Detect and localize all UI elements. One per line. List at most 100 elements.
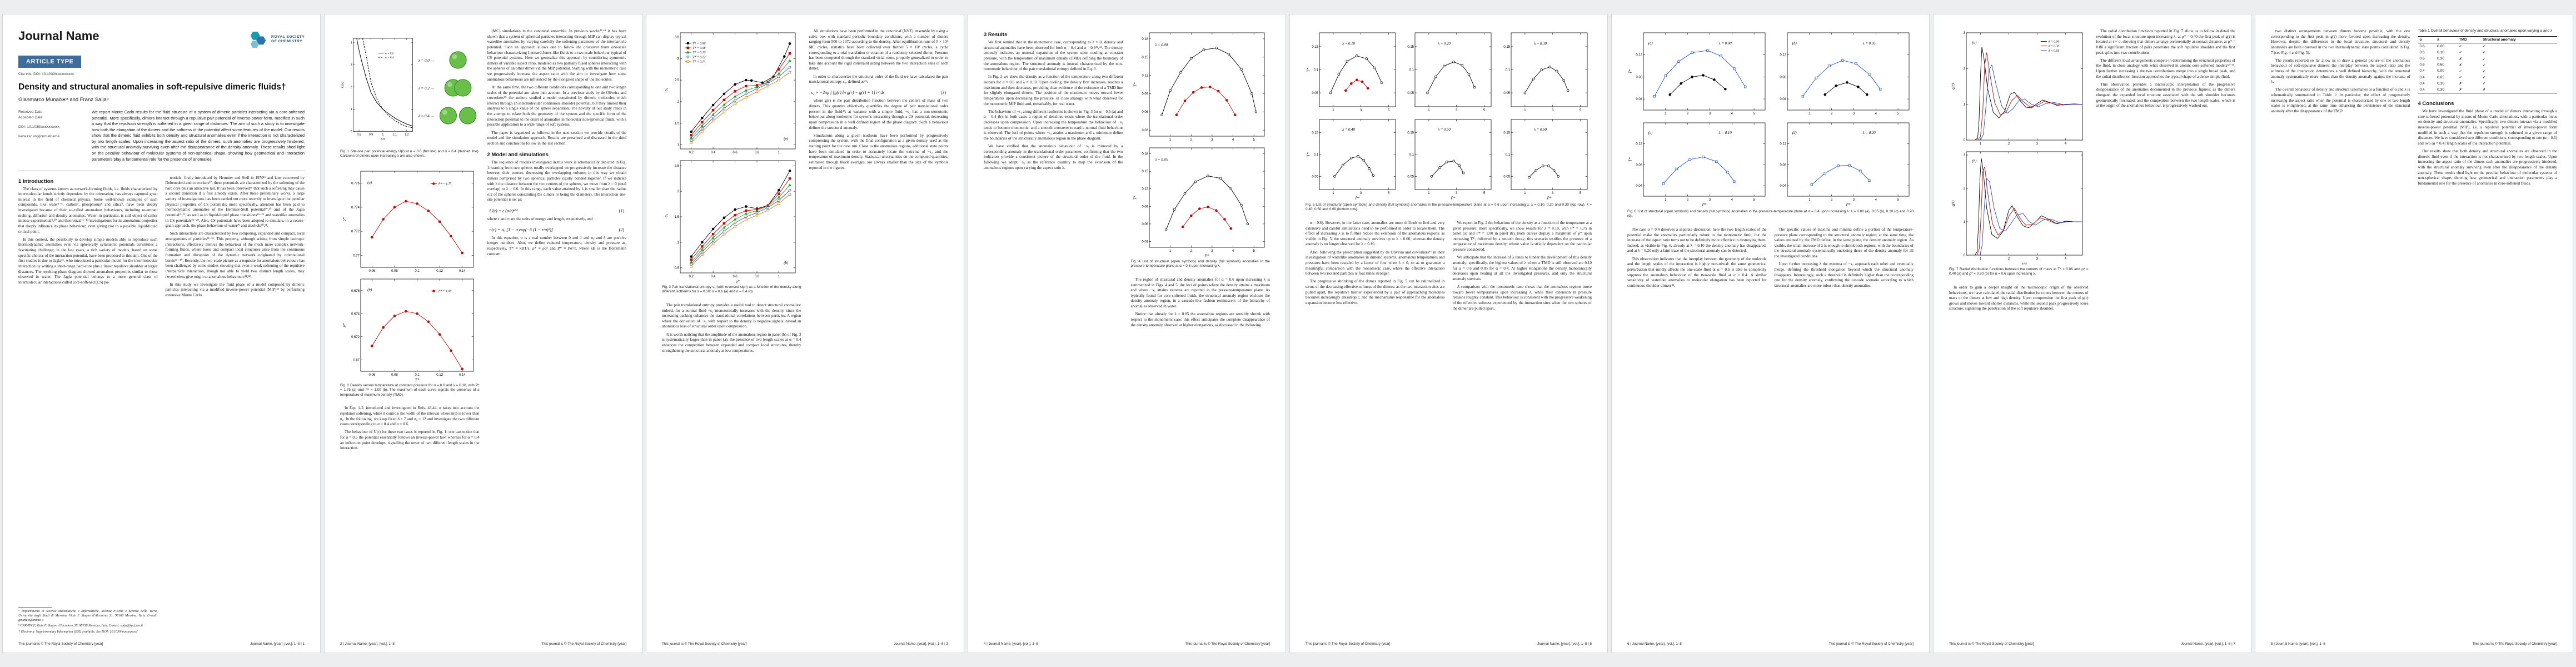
svg-text:2: 2 <box>1687 112 1689 116</box>
svg-text:ρ*: ρ* <box>342 217 347 221</box>
svg-text:0.77: 0.77 <box>353 254 360 257</box>
fig1-dimer-cartoons: λ = 0.0 → λ = 0.2 → λ = 0.4 → <box>418 47 480 130</box>
paragraph: It is worth noticing that the amplitude … <box>662 332 801 353</box>
svg-text:0.8: 0.8 <box>357 133 361 136</box>
svg-text:0.5: 0.5 <box>675 267 680 270</box>
svg-text:0.15: 0.15 <box>1312 46 1318 49</box>
accepted-date: Accepted Date <box>18 116 43 120</box>
table-cell: 0.4 <box>2418 86 2436 94</box>
svg-text:1: 1 <box>1524 109 1526 112</box>
dimer-cartoon-icon <box>439 107 476 125</box>
article-type-banner: ARTICLE TYPE <box>18 56 82 68</box>
svg-text:3: 3 <box>1964 32 1966 35</box>
svg-text:0.05: 0.05 <box>1312 175 1318 178</box>
paragraph: The overall behaviour of density and str… <box>2271 87 2410 113</box>
paragraph: In Fig. 2 we show the density as a funct… <box>984 74 1123 106</box>
svg-text:−s₂: −s₂ <box>664 88 669 93</box>
intro-text-col2: tentials: firstly introduced by Hemmer a… <box>166 176 305 301</box>
figure-6: 1 2 3 4 5 0.04 0.08 0.12 T* (a) λ = 0.00 1 2 3 4 5 0.04… <box>1627 29 1914 224</box>
page-5: 1 3 5 0.05 0.1 0.15 T* λ = 0.10 1 3 5 0.05 0.1 0.15 λ… <box>1289 14 1608 653</box>
fig4-caption: Fig. 4 List of structural (open symbols)… <box>1130 260 1270 268</box>
svg-text:0.08: 0.08 <box>1636 163 1643 167</box>
figure-7: 1 2 3 4 0 1 2 3 g(r) (a) λ = 0.00 λ = 0.30 λ = 0.60 … <box>1949 29 2089 282</box>
fig6-caption: Fig. 6 List of structural (open symbols)… <box>1627 210 1914 218</box>
svg-text:1: 1 <box>1808 198 1811 202</box>
svg-text:0.1: 0.1 <box>415 374 420 377</box>
dimer-cartoon: λ = 0.2 → <box>418 75 480 102</box>
page6-left-text: The case α = 0.4 deserves a separate dis… <box>1627 227 1767 291</box>
paragraph: The progressive shrinking of the domes r… <box>1306 279 1445 305</box>
svg-text:0.9: 0.9 <box>369 133 373 136</box>
paragraph: In this equation, α is a real number bet… <box>487 235 627 256</box>
fig2-caption: Fig. 2 Density versus temperature at con… <box>340 383 480 397</box>
fig5-panel-4: 1 3 5 0.05 0.1 0.15 P* T* λ = 0.40 <box>1307 119 1396 200</box>
table-cell: ✓ <box>2459 44 2462 49</box>
svg-text:3: 3 <box>1360 109 1362 112</box>
paragraph: Such interactions are characterized by t… <box>165 231 305 279</box>
fig2-panel-b: 0.06 0.08 0.1 0.12 0.14 0.67 0.672 0.674 0.676 T*… <box>342 278 474 382</box>
svg-text:0.1: 0.1 <box>1505 153 1510 157</box>
svg-text:2: 2 <box>1687 198 1689 202</box>
table-cell: ✓ <box>2482 69 2486 73</box>
equation-1-number: (1) <box>619 208 624 213</box>
table-cell: ✗ <box>2480 86 2557 94</box>
svg-text:1: 1 <box>1428 192 1431 195</box>
svg-text:3: 3 <box>1552 192 1554 195</box>
svg-text:T*: T* <box>1628 69 1633 73</box>
manuscript-meta: Received Date Accepted Date DOI: 10.1039… <box>18 109 84 165</box>
doi-line: DOI: 10.1039/xxxxxxxxxx <box>18 125 60 130</box>
svg-text:P*: P* <box>1451 196 1456 201</box>
paragraph: Simulations along a given isotherm have … <box>809 133 949 170</box>
table-row: 0.6 0.30 ✗ ✓ <box>2418 56 2558 62</box>
svg-text:2: 2 <box>1831 198 1833 202</box>
svg-text:5: 5 <box>1897 198 1899 202</box>
svg-text:1: 1 <box>1980 142 1982 146</box>
svg-text:2: 2 <box>2008 142 2010 146</box>
svg-text:g(r): g(r) <box>1951 200 1956 207</box>
paragraph: In this study we investigate the fluid p… <box>165 282 305 297</box>
svg-text:2.5: 2.5 <box>675 79 680 82</box>
svg-text:5: 5 <box>1580 109 1582 112</box>
received-date: Received Date <box>18 110 43 115</box>
paragraph: Our results show that both density and s… <box>2418 149 2558 186</box>
svg-text:0.08: 0.08 <box>391 270 398 273</box>
paragraph: The region of structural and density ano… <box>1130 277 1270 309</box>
svg-text:1: 1 <box>1964 103 1966 107</box>
results-text: We first remind that in the monomeric ca… <box>984 40 1123 173</box>
page2-right-text: (MC) simulations in the canonical ensemb… <box>487 29 627 149</box>
svg-text:5: 5 <box>1253 250 1255 253</box>
page8-left-text: two distinct arrangements between dimers… <box>2271 29 2410 117</box>
svg-text:α = 0.6: α = 0.6 <box>385 52 394 56</box>
equation-2: n(r) = n₀ [1 − α exp(−δ (1 − r/σ)²)] (2) <box>489 227 626 232</box>
svg-text:0.1: 0.1 <box>1314 153 1319 157</box>
svg-text:λ = 0.60: λ = 0.60 <box>1533 128 1547 132</box>
paragraph: This observation indicates that the inte… <box>1627 256 1767 288</box>
svg-text:−s₂: −s₂ <box>664 213 669 219</box>
table-header-cell: Structural anomaly <box>2480 36 2557 43</box>
svg-text:(b): (b) <box>367 288 372 292</box>
footer-left: This journal is © The Royal Society of C… <box>18 642 103 646</box>
fig7-panel-a: 1 2 3 4 0 1 2 3 g(r) (a) λ = 0.00 λ = 0.30λ = 0.60 <box>1951 32 2083 146</box>
svg-text:5: 5 <box>1753 112 1756 116</box>
svg-text:2: 2 <box>1964 187 1966 191</box>
svg-text:3: 3 <box>1709 112 1711 116</box>
svg-text:1: 1 <box>1428 109 1431 112</box>
svg-text:4: 4 <box>2065 257 2067 261</box>
rsc-logo-line2: OF CHEMISTRY <box>271 39 302 43</box>
table-cell: ✓ <box>2482 51 2486 55</box>
table-cell: 0.05 <box>2437 75 2444 79</box>
article-title: Density and structural anomalies in soft… <box>18 82 286 92</box>
abstract: We report Monte Carlo results for the fl… <box>92 109 305 162</box>
svg-text:1: 1 <box>351 108 352 111</box>
svg-text:P* = 1.00: P* = 1.00 <box>438 290 451 293</box>
paragraph: At the same time, the two different cond… <box>487 84 627 127</box>
svg-text:(b): (b) <box>1792 42 1797 46</box>
svg-text:λ = 0.10: λ = 0.10 <box>1342 42 1355 46</box>
fig5-panel-3: 1 3 5 0.05 0.1 0.15 λ = 0.30 <box>1503 32 1588 112</box>
svg-text:λ = 0.00: λ = 0.00 <box>1718 42 1732 46</box>
svg-text:3: 3 <box>351 64 352 67</box>
page6-right-text: The specific values of maxima and minima… <box>1775 227 1914 291</box>
section-introduction: 1 Introduction <box>18 178 54 185</box>
paragraph: In this context, the possibility to deve… <box>18 237 158 285</box>
